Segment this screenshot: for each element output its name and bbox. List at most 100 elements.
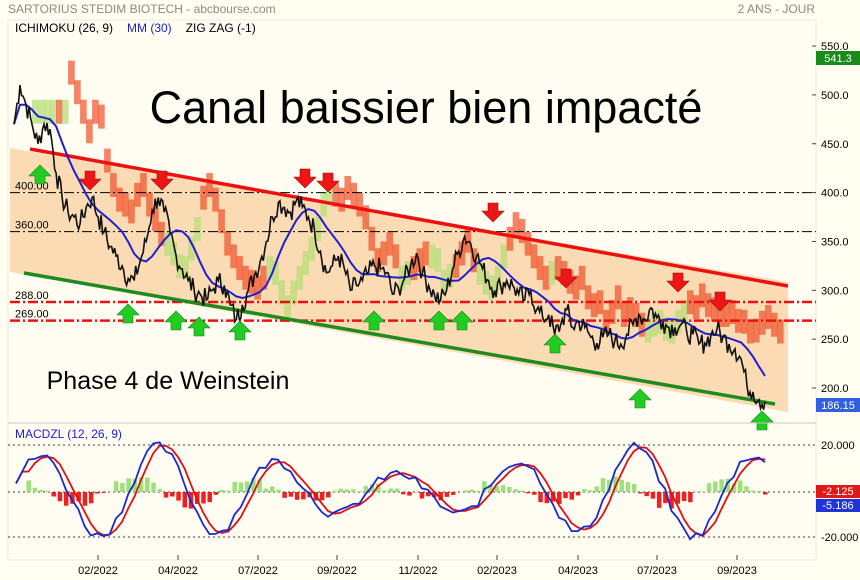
x-tick-label: 11/2022	[399, 565, 438, 577]
cloud-segment	[680, 300, 688, 325]
cloud-segment	[518, 218, 526, 243]
macd-hist-bar	[213, 492, 219, 495]
cloud-segment	[494, 265, 502, 290]
y-tick-label: 250.0	[821, 334, 849, 346]
macd-hist-bar	[569, 492, 575, 500]
cloud-segment	[338, 187, 346, 212]
macd-blue-badge	[816, 499, 860, 512]
macd-hist-bar	[544, 492, 550, 504]
cloud-segment	[314, 217, 322, 241]
macd-hist-bar	[619, 479, 624, 492]
macd-hist-bar	[382, 490, 387, 492]
down-arrow	[293, 168, 317, 189]
zigzag-arrows	[28, 164, 774, 431]
cloud-segment	[80, 99, 87, 124]
macd-hist-bar	[138, 477, 144, 492]
macd-hist-bar	[675, 492, 681, 504]
macd-hist-bar	[650, 492, 656, 499]
macd-hist-bar	[575, 492, 581, 496]
indicator-zigzag: ZIG ZAG (-1)	[186, 21, 256, 35]
current-price-badge	[816, 398, 860, 412]
cloud-segment	[62, 99, 69, 124]
cloud-segment	[236, 256, 243, 281]
cloud-segment	[134, 182, 141, 207]
macd-title: MACDZL (12, 26, 9)	[15, 427, 122, 441]
cloud-segment	[626, 297, 634, 322]
macd-hist-bar	[263, 488, 269, 492]
cloud-segment	[158, 221, 165, 246]
macd-hist-bar	[319, 492, 325, 501]
macd-blue-value: -5.186	[822, 500, 853, 512]
up-arrow	[228, 320, 252, 341]
level-label: 360.00	[15, 220, 49, 232]
macd-hist-bar	[251, 478, 256, 492]
cloud-segment	[386, 231, 394, 256]
macd-hist-bar	[207, 492, 212, 503]
macd-hist-bar	[170, 492, 175, 497]
macd-hist-bar	[113, 481, 119, 492]
indicator-ichimoku: ICHIMOKU (26, 9)	[15, 21, 113, 35]
cloud-segment	[458, 241, 466, 266]
last-price-badge	[816, 51, 860, 65]
cloud-segment	[728, 300, 736, 325]
cloud-segment	[554, 256, 562, 281]
cloud-segment	[362, 205, 370, 230]
macd-hist-bar	[57, 492, 63, 502]
macd-tick-20: 20.000	[821, 440, 855, 452]
cloud-segment	[212, 187, 219, 212]
macd-hist-bar	[731, 483, 737, 492]
up-arrow	[750, 410, 774, 431]
cloud-segment	[434, 248, 442, 273]
cloud-segment	[422, 241, 430, 266]
macd-hist-bar	[301, 492, 306, 500]
macd-hist-bar	[88, 492, 94, 504]
cloud-segment	[452, 254, 460, 279]
down-arrow	[481, 202, 505, 223]
x-tick-label: 04/2023	[558, 565, 598, 577]
cloud-segment	[146, 192, 153, 217]
cloud-segment	[710, 297, 718, 322]
macd-hist-bar	[563, 492, 568, 499]
cloud-segment	[638, 312, 646, 337]
level-label: 269.00	[15, 309, 49, 321]
macd-hist-bar	[513, 489, 518, 492]
macd-hist-bar	[219, 489, 225, 492]
cloud-segment	[584, 285, 592, 310]
macd-hist-bar	[226, 490, 231, 492]
cloud-segment	[356, 192, 364, 217]
cloud-segment	[98, 104, 105, 129]
cloud-segment	[392, 244, 400, 269]
indicator-mm: MM (30)	[127, 21, 172, 35]
annotation-main: Canal baissier bien impacté	[150, 82, 703, 133]
macd-hist-bar	[76, 492, 81, 502]
up-arrow	[164, 310, 188, 331]
macd-hist-bar	[438, 492, 443, 501]
macd-hist-bar	[425, 492, 431, 497]
cloud-segment	[758, 310, 766, 335]
up-arrow	[427, 310, 451, 331]
macd-hist-bar	[369, 484, 375, 492]
cloud-segment	[542, 265, 550, 290]
cloud-segment	[152, 207, 159, 232]
macd-hist-bar	[45, 490, 50, 492]
macd-hist-bar	[238, 482, 244, 492]
cloud-segment	[614, 285, 622, 310]
macd-hist-bar	[145, 477, 150, 492]
cloud-segment	[512, 212, 520, 237]
macd-hist-bar	[613, 476, 618, 492]
macd-hist-bar	[151, 482, 156, 492]
cloud-segment	[722, 303, 730, 327]
macd-hist-bar	[257, 479, 262, 492]
macd-hist-bar	[38, 490, 44, 492]
macd-hist-bar	[157, 488, 163, 492]
macd-hist-bar	[32, 487, 38, 492]
macd-hist-bar	[444, 492, 450, 497]
cloud-segment	[536, 256, 544, 281]
cloud-segment	[644, 318, 652, 343]
cloud-segment	[260, 265, 267, 290]
level-label: 288.00	[15, 290, 49, 302]
cloud-segment	[230, 244, 237, 269]
macd-hist-bar	[126, 478, 131, 492]
down-arrow	[708, 291, 732, 312]
macd-hist-bar	[482, 481, 487, 492]
